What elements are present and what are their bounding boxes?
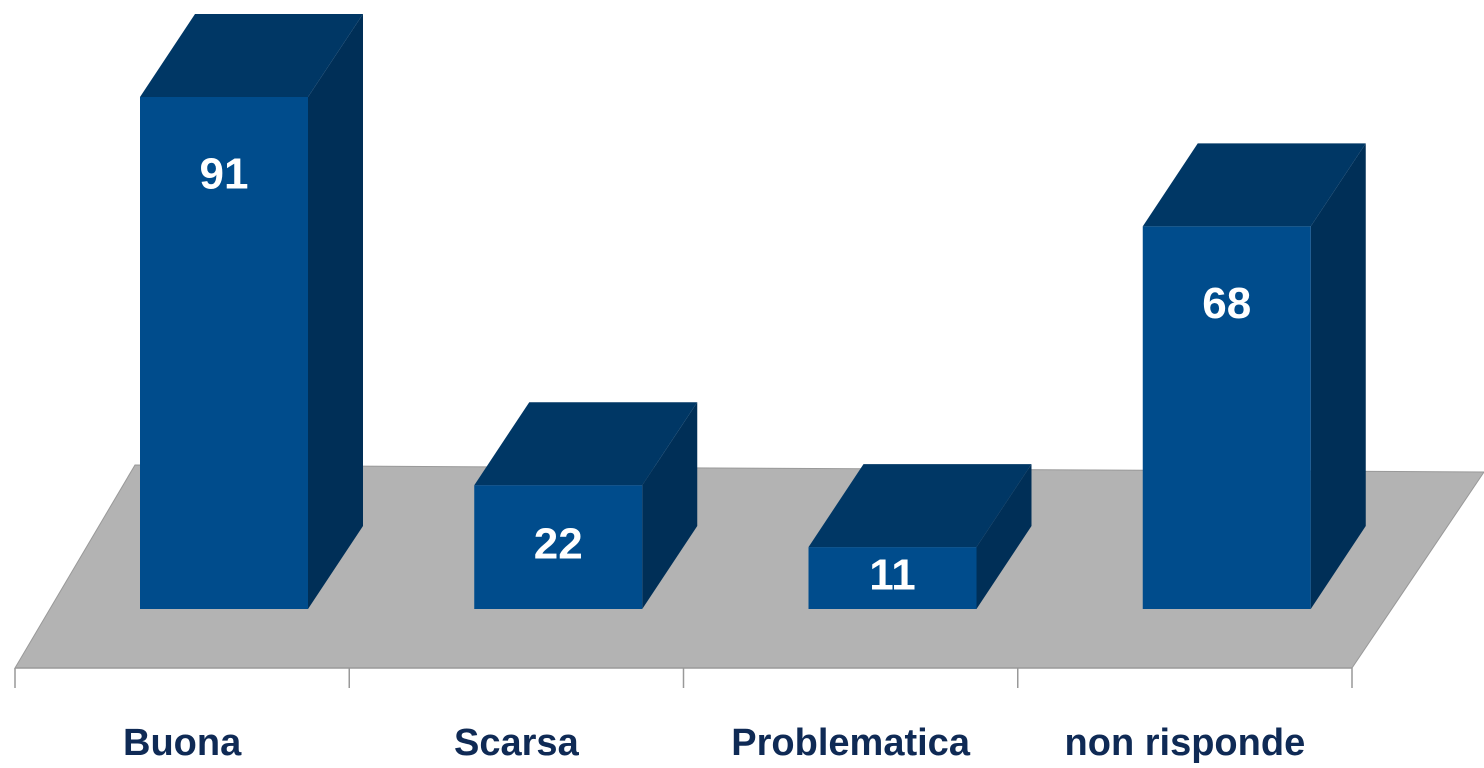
bar	[1142, 226, 1311, 609]
bar-top	[140, 14, 363, 97]
bar	[140, 97, 308, 609]
bar-side	[308, 14, 363, 609]
data-label: 91	[200, 150, 249, 199]
bar	[474, 485, 643, 609]
bar-top	[474, 402, 698, 486]
bar-top	[1142, 143, 1366, 227]
data-label: 11	[869, 551, 916, 600]
x-tick-label: non risponde	[1065, 722, 1306, 764]
x-tick-label: Problematica	[731, 722, 971, 764]
bar-top	[808, 464, 1032, 548]
bar-side	[1310, 143, 1366, 609]
bar-side	[642, 402, 698, 609]
data-label: 68	[1202, 279, 1251, 328]
x-tick-label: Scarsa	[454, 722, 580, 764]
bar	[808, 547, 977, 609]
data-label: 22	[534, 520, 583, 569]
x-tick-label: Buona	[123, 722, 242, 764]
bar-side	[976, 464, 1032, 609]
